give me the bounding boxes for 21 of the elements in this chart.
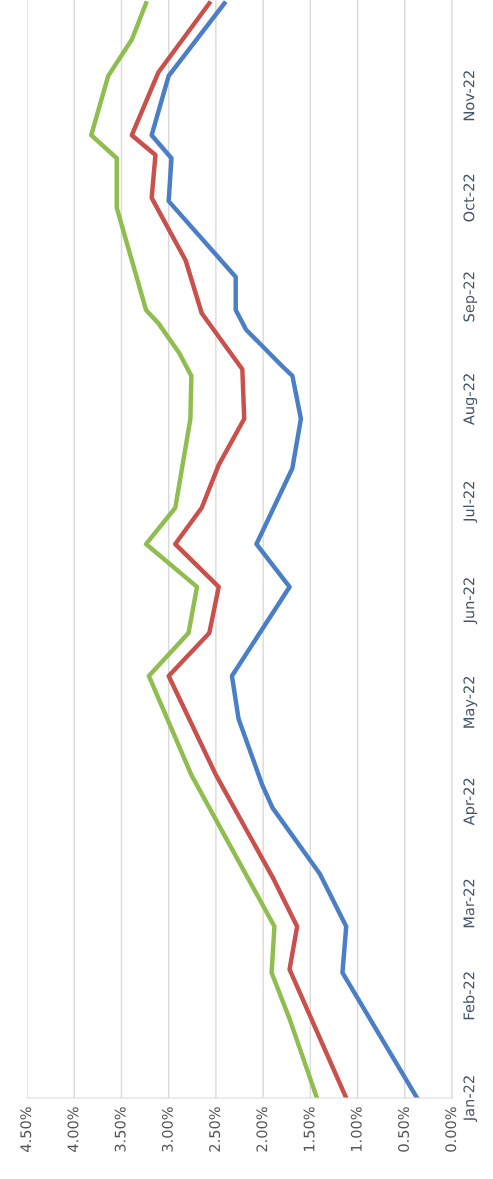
y-tick-label: Sep-22 <box>463 272 478 322</box>
y-tick-label: Jul-22 <box>463 481 478 523</box>
y-tick-label: Jun-22 <box>463 578 478 625</box>
y-tick-label: Aug-22 <box>463 374 478 426</box>
x-tick-label: 0.00% <box>445 1107 457 1152</box>
x-tick-label: 2.50% <box>209 1107 221 1152</box>
y-tick-label: Nov-22 <box>463 71 475 121</box>
x-tick-label: 3.50% <box>114 1107 126 1152</box>
x-tick-label: 3.00% <box>161 1107 173 1152</box>
y-tick-label: Feb-22 <box>463 972 475 1020</box>
x-tick-label: 2.00% <box>256 1107 268 1152</box>
x-tick-label: 4.00% <box>67 1107 79 1152</box>
y-tick-label: May-22 <box>463 676 478 728</box>
x-tick-label: 1.00% <box>350 1107 362 1152</box>
x-tick-label: 4.50% <box>20 1107 32 1152</box>
y-tick-label: Oct-22 <box>463 174 475 222</box>
y-tick-label: Mar-22 <box>463 879 475 928</box>
y-tick-label: Jan-22 <box>463 1076 478 1122</box>
y-tick-label: Apr-22 <box>463 778 478 826</box>
x-tick-label: 1.50% <box>303 1107 315 1152</box>
x-tick-label: 0.50% <box>397 1107 410 1152</box>
